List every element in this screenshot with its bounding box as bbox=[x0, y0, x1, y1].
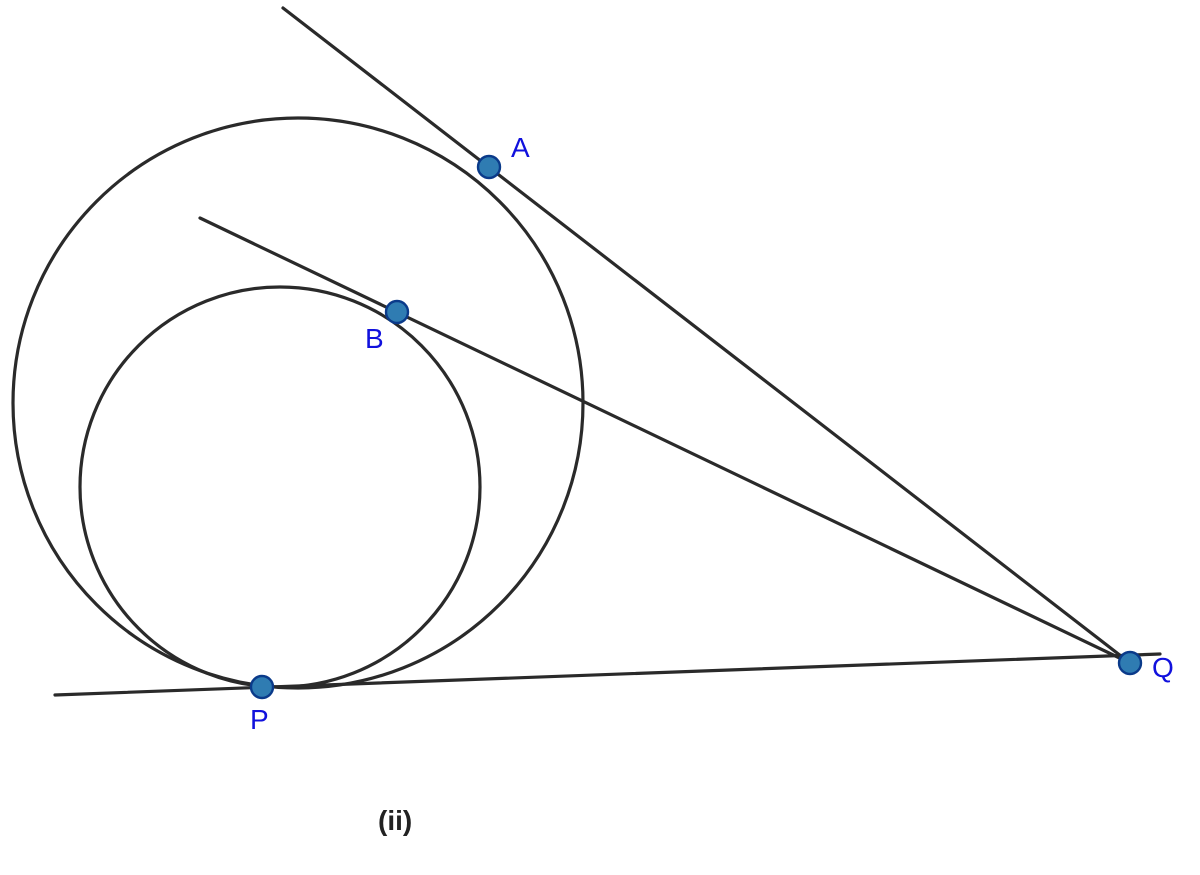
points-group bbox=[251, 156, 1141, 698]
line-QB bbox=[200, 218, 1130, 663]
inner-circle bbox=[80, 287, 480, 687]
figure-caption: (ii) bbox=[378, 805, 412, 836]
label-A: A bbox=[511, 132, 530, 163]
label-Q: Q bbox=[1152, 652, 1174, 683]
point-A bbox=[478, 156, 500, 178]
label-P: P bbox=[250, 704, 269, 735]
point-P bbox=[251, 676, 273, 698]
point-B bbox=[386, 301, 408, 323]
point-Q bbox=[1119, 652, 1141, 674]
line-PQ bbox=[55, 654, 1160, 695]
label-B: B bbox=[365, 323, 384, 354]
geometry-diagram: A B P Q (ii) bbox=[0, 0, 1200, 875]
labels-group: A B P Q bbox=[250, 132, 1174, 735]
